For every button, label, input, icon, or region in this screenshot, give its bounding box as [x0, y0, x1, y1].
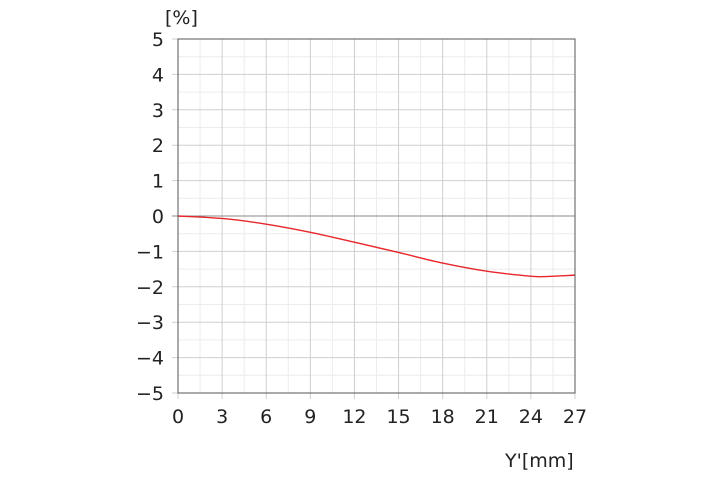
- y-tick-label: 5: [152, 29, 164, 51]
- x-tick-label: 9: [304, 406, 316, 428]
- x-tick-label: 3: [216, 406, 228, 428]
- y-tick-label: 1: [152, 171, 164, 193]
- y-tick-label: 2: [152, 135, 164, 157]
- y-axis-label: [%]: [165, 7, 198, 29]
- x-tick-label: 24: [519, 406, 543, 428]
- x-tick-label: 27: [563, 406, 587, 428]
- x-tick-label: 18: [431, 406, 455, 428]
- plot-frame: [177, 38, 576, 394]
- x-axis-label: Y'[mm]: [504, 450, 574, 472]
- distortion-curve: [177, 215, 576, 278]
- x-tick-label: 6: [260, 406, 272, 428]
- y-tick-label: −4: [136, 348, 164, 370]
- x-tick-label: 21: [475, 406, 499, 428]
- grid: [172, 38, 576, 399]
- x-tick-label: 0: [172, 406, 184, 428]
- x-tick-label: 12: [342, 406, 366, 428]
- y-tick-label: −2: [136, 277, 164, 299]
- x-tick-label: 15: [386, 406, 410, 428]
- y-tick-label: −3: [136, 312, 164, 334]
- y-tick-label: 0: [152, 206, 164, 228]
- plot-lines: [177, 215, 576, 278]
- y-tick-label: −1: [136, 241, 164, 263]
- y-tick-label: 4: [152, 64, 164, 86]
- y-tick-label: 3: [152, 100, 164, 122]
- y-tick-label: −5: [136, 383, 164, 405]
